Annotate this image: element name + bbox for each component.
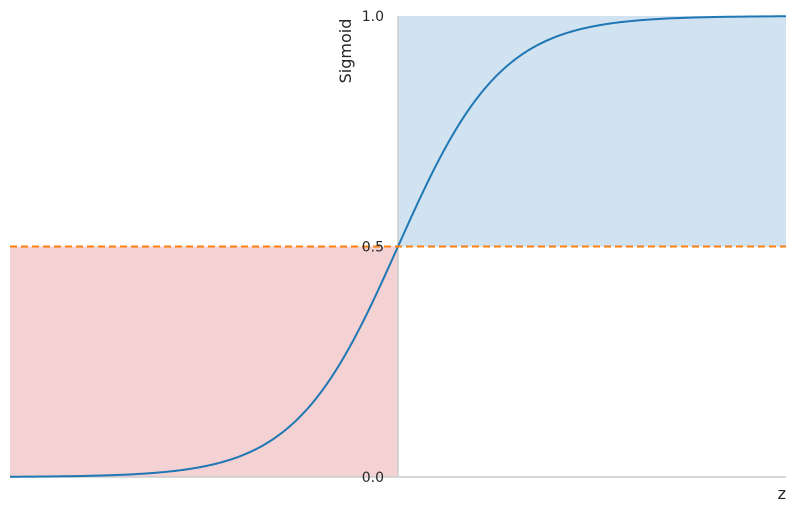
- y-tick-labels: 0.0 0.5 1.0: [362, 9, 384, 486]
- y-tick-label: 0.0: [362, 470, 384, 486]
- region-positive-z: [398, 16, 786, 247]
- y-axis-label: Sigmoid: [336, 19, 355, 84]
- region-negative-z: [10, 246, 398, 477]
- y-tick-label: 1.0: [362, 9, 384, 25]
- x-axis-label: z: [778, 484, 786, 503]
- y-tick-label: 0.5: [362, 240, 384, 256]
